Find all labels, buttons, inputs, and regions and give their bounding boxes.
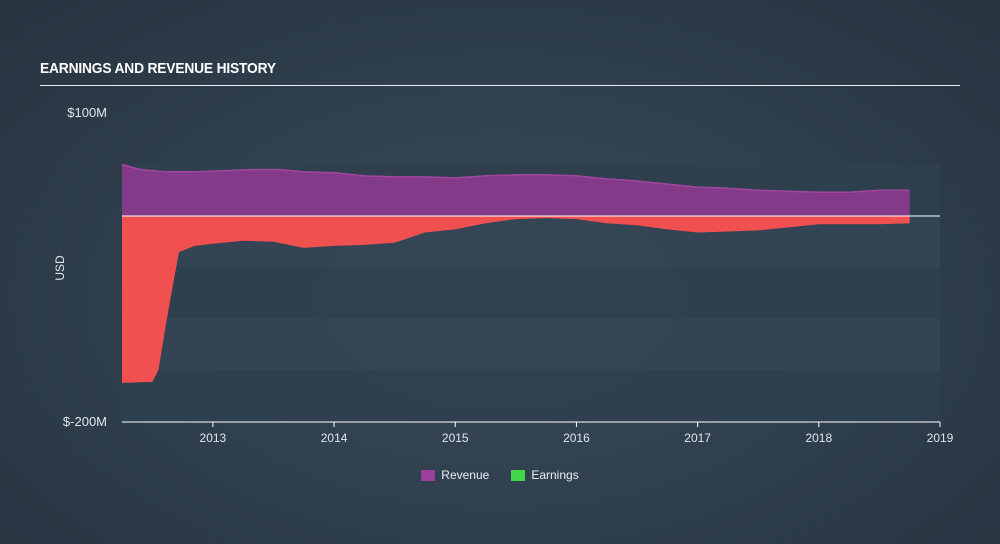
- x-tick-label: 2013: [200, 431, 227, 445]
- legend-swatch-earnings: [511, 469, 526, 481]
- revenue-area: [122, 164, 910, 216]
- x-tick-label: 2018: [805, 431, 832, 445]
- earnings-area: [122, 216, 910, 383]
- plot-band: [122, 267, 940, 319]
- x-tick-label: 2014: [321, 431, 348, 445]
- axes: [122, 215, 941, 427]
- legend-label-revenue: Revenue: [441, 468, 490, 482]
- y-tick-label: $100M: [67, 105, 107, 120]
- legend-label-earnings: Earnings: [531, 468, 579, 482]
- x-tick-label: 2019: [927, 431, 954, 445]
- chart-title: EARNINGS AND REVENUE HISTORY: [40, 60, 276, 77]
- series-areas: [121, 163, 910, 383]
- legend-item-revenue[interactable]: Revenue: [421, 468, 489, 482]
- revenue-line: [121, 163, 910, 194]
- legend-item-earnings[interactable]: Earnings: [511, 468, 579, 482]
- plot-band: [122, 370, 940, 422]
- axis-labels: 2013 2014 2015 2016 2017 2018 2019 $100M $-200M U…: [53, 105, 954, 445]
- legend-swatch-revenue: [421, 469, 436, 481]
- x-tick-label: 2015: [442, 431, 469, 445]
- y-axis-label: USD: [53, 255, 67, 281]
- chart-legend: Revenue Earnings: [0, 468, 1000, 482]
- title-divider: [40, 85, 960, 86]
- plot-band: [122, 319, 940, 371]
- x-tick-label: 2016: [563, 431, 590, 445]
- x-tick-label: 2017: [684, 431, 711, 445]
- y-tick-label: $-200M: [63, 414, 107, 429]
